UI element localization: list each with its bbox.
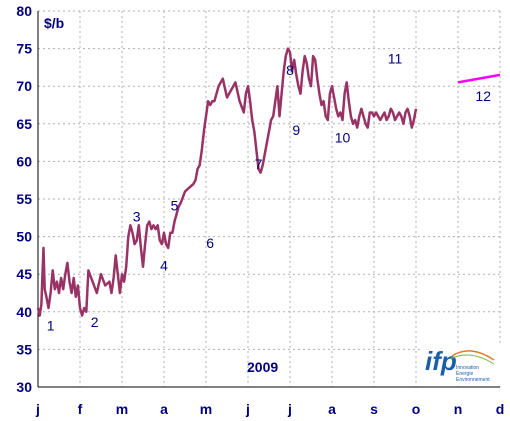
y-tick-label: 30: [16, 379, 32, 395]
y-tick-label: 65: [16, 116, 32, 132]
year-label: 2009: [247, 359, 278, 375]
annotation-label: 2: [91, 314, 99, 330]
x-tick-label: a: [328, 401, 336, 417]
annotation-label: 1: [47, 318, 55, 334]
annotation-label: 6: [206, 235, 214, 251]
x-tick-label: s: [370, 401, 378, 417]
y-tick-label: 50: [16, 229, 32, 245]
unit-label: $/b: [44, 15, 64, 31]
logo-line-2: Énergie: [456, 370, 473, 377]
annotation-label: 8: [286, 62, 294, 78]
ifp-logo: ifp Innovation Énergie Environnement: [420, 345, 502, 385]
y-tick-label: 70: [16, 78, 32, 94]
logo-swoosh-orange: [451, 350, 495, 361]
logo-line-3: Environnement: [456, 377, 490, 383]
x-tick-label: j: [287, 401, 292, 417]
annotation-label: 5: [171, 197, 179, 213]
y-tick-labels: 30 35 40 45 50 55 60 65 70 75 80: [16, 3, 32, 395]
annotation-label: 10: [335, 130, 351, 146]
annotation-label: 12: [475, 88, 491, 104]
logo-line-1: Innovation: [456, 365, 479, 371]
chart-axes: [37, 11, 500, 388]
annotation-label: 4: [160, 257, 168, 273]
annotation-label: 3: [133, 209, 141, 225]
y-tick-label: 60: [16, 153, 32, 169]
x-tick-label: f: [78, 401, 83, 417]
y-tick-label: 80: [16, 3, 32, 19]
logo-swoosh-green: [449, 354, 495, 365]
annotation-label: 7: [255, 156, 263, 172]
annotation-label: 9: [292, 122, 300, 138]
x-tick-label: o: [412, 401, 421, 417]
x-tick-label: a: [160, 401, 168, 417]
x-tick-label: m: [200, 401, 212, 417]
y-tick-label: 45: [16, 266, 32, 282]
y-tick-label: 75: [16, 41, 32, 57]
y-tick-label: 55: [16, 191, 32, 207]
price-series: [36, 47, 501, 317]
x-tick-label: m: [116, 401, 128, 417]
y-tick-label: 40: [16, 304, 32, 320]
x-tick-label: j: [245, 401, 250, 417]
x-tick-label: d: [496, 401, 505, 417]
forecast-line: [457, 73, 501, 84]
y-tick-label: 35: [16, 341, 32, 357]
chart-grid: [38, 10, 501, 387]
logo-mark: ifp: [425, 346, 457, 376]
x-tick-label: n: [454, 401, 463, 417]
price-line: [36, 47, 418, 317]
x-tick-label: j: [35, 401, 40, 417]
annotation-label: 11: [388, 51, 403, 67]
